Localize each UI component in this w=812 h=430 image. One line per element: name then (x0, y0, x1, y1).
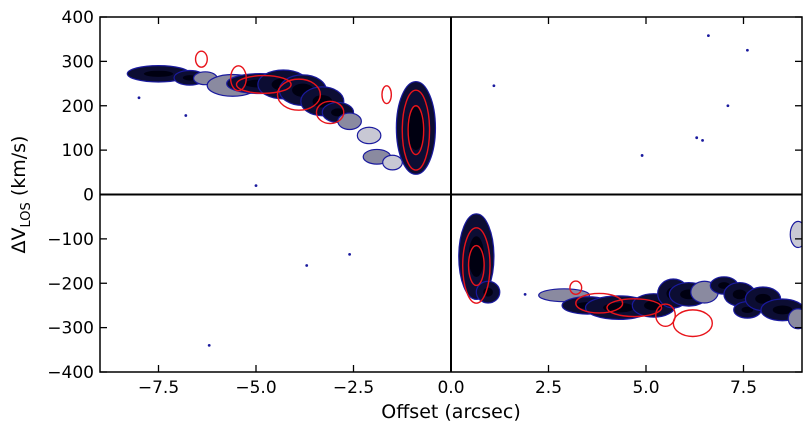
blue-speck (492, 84, 496, 88)
blue-speck (726, 104, 730, 108)
y-tick-label: 300 (62, 52, 94, 72)
emission-blob-core (312, 95, 333, 108)
y-axis-title-main: ΔV (8, 227, 30, 253)
red-contour (575, 292, 624, 314)
emission-blob (382, 154, 403, 171)
blue-speck (695, 136, 699, 140)
y-tick-label: 200 (62, 97, 94, 117)
red-contour (407, 105, 425, 156)
blue-speck (207, 343, 211, 347)
emission-blob-core (741, 306, 754, 313)
x-tick-label: 2.5 (535, 378, 562, 398)
x-tick-label: −5.0 (235, 378, 276, 398)
y-tick-label: 400 (62, 8, 94, 28)
emission-blob-core (772, 305, 793, 315)
red-contour (569, 280, 583, 296)
x-tick-label: 7.5 (730, 378, 757, 398)
y-axis-title-sub: LOS (19, 202, 34, 227)
x-tick-label: 0.0 (437, 378, 464, 398)
blue-speck (254, 184, 258, 188)
x-tick-label: −2.5 (333, 378, 374, 398)
blue-speck (701, 138, 704, 142)
y-axis-title: ΔVLOS (km/s) (8, 136, 34, 254)
emission-blob (356, 126, 382, 145)
red-contour (194, 50, 208, 68)
blue-speck (707, 34, 710, 38)
emission-blob-core (603, 302, 635, 313)
red-contour (462, 227, 491, 304)
blue-speck (746, 48, 749, 52)
x-tick-label: −7.5 (138, 378, 179, 398)
red-contour (655, 303, 676, 327)
y-tick-label: 0 (83, 186, 94, 206)
y-tick-label: 100 (62, 141, 94, 161)
red-contour-layer (194, 50, 713, 338)
emission-blob-core (468, 236, 485, 278)
emission-blob (789, 220, 802, 249)
emission-blob-core (407, 105, 425, 151)
blue-speck (305, 264, 309, 267)
x-tick-label: 5.0 (632, 378, 659, 398)
y-axis-title-unit: (km/s) (8, 136, 30, 203)
x-axis-title: Offset (arcsec) (381, 401, 520, 423)
emission-blob (337, 112, 362, 131)
red-contour (381, 85, 393, 105)
emission-blob (787, 308, 802, 330)
emission-blob-core (331, 108, 345, 117)
blue-speck (348, 253, 351, 256)
blue-speck (523, 292, 527, 296)
red-contour (401, 89, 431, 171)
y-tick-label: −400 (47, 363, 94, 383)
red-contour (672, 309, 713, 338)
blue-speck (184, 114, 188, 117)
red-contour (276, 78, 322, 111)
y-tick-label: −300 (47, 319, 94, 339)
red-contour (315, 100, 345, 125)
y-axis-ticks: −400 −300 −200 −100 0 100 200 300 400 (47, 8, 802, 383)
red-contour (467, 244, 485, 287)
y-tick-label: −200 (47, 274, 94, 294)
blue-speck (640, 154, 644, 157)
emission-blob-core (755, 293, 771, 304)
blue-speck (137, 96, 141, 100)
red-contour (235, 74, 292, 95)
x-axis-ticks: −7.5 −5.0 −2.5 0.0 2.5 5.0 7.5 (138, 17, 757, 398)
y-tick-label: −100 (47, 230, 94, 250)
emission-layer (126, 64, 802, 330)
red-contour (606, 298, 663, 318)
speck-layer (137, 34, 749, 347)
emission-blob-core (143, 70, 174, 77)
emission-blob-core (732, 289, 747, 300)
